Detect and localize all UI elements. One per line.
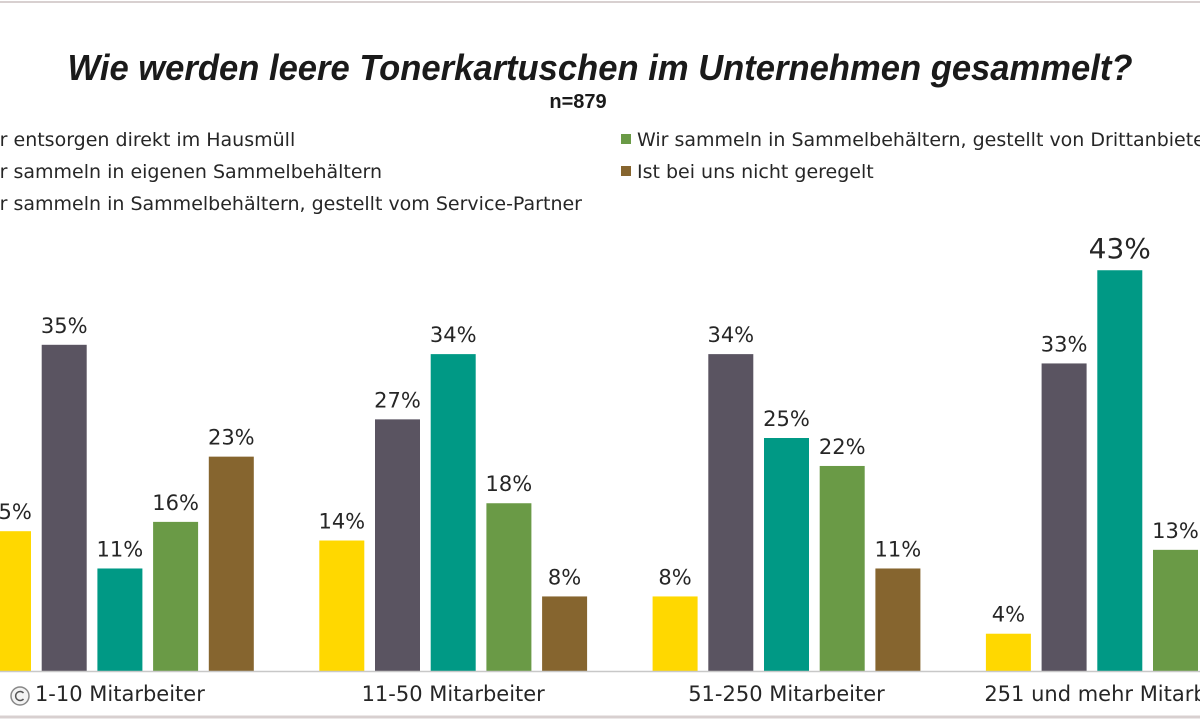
data-label: 33% (1041, 332, 1088, 356)
data-label: 8% (548, 565, 581, 589)
data-label: 34% (707, 323, 754, 347)
data-label: 25% (763, 407, 810, 431)
data-label: 22% (819, 435, 866, 459)
chart-subtitle: n=879 (549, 91, 606, 113)
legend-label: Wir entsorgen direkt im Hausmüll (0, 129, 295, 151)
data-label: 11% (97, 537, 144, 561)
data-label: 34% (430, 323, 477, 347)
bar (1153, 549, 1198, 671)
bar (1097, 270, 1143, 671)
data-label: 15% (0, 500, 32, 524)
legend-marker (621, 166, 631, 176)
x-axis-labels: 1-10 Mitarbeiter 11-50 Mitarbeiter 51-250 … (35, 682, 1200, 706)
bar (542, 596, 588, 671)
legend-label: Wir sammeln in Sammelbehältern, gestellt… (637, 129, 1200, 151)
data-label: 27% (374, 388, 421, 412)
data-label: 16% (152, 491, 199, 515)
legend-marker (621, 134, 631, 144)
x-tick-label: 51-250 Mitarbeiter (688, 682, 885, 706)
legend-label: Wir sammeln in eigenen Sammelbehältern (0, 161, 382, 183)
bar (1041, 363, 1087, 671)
bar (764, 438, 809, 671)
x-tick-label: 251 und mehr Mitarbeiter (984, 682, 1200, 706)
legend: Wir entsorgen direkt im Hausmüll Wir samm… (0, 129, 1200, 215)
data-label: 13% (1152, 519, 1199, 543)
bar (486, 503, 532, 671)
x-tick-label: 1-10 Mitarbeiter (35, 682, 205, 706)
data-label: 23% (208, 426, 255, 450)
bar (375, 419, 420, 671)
data-label: 18% (486, 472, 533, 496)
bars: 15% 35% 11% 16% 23% 14% 27% 34% 18% 8% 8% 34% 25% 22%… (0, 232, 1199, 671)
legend-label: Wir sammeln in Sammelbehältern, gestellt… (0, 193, 582, 215)
data-label: 14% (318, 510, 365, 534)
bar (97, 568, 143, 671)
bar (985, 633, 1031, 671)
bar (319, 540, 365, 671)
bar (708, 354, 754, 671)
bar (875, 568, 921, 671)
copyright-icon (10, 686, 30, 706)
bar (652, 596, 698, 671)
bar (208, 456, 254, 671)
data-label: 11% (875, 537, 922, 561)
data-label: 4% (992, 603, 1025, 627)
bar (0, 531, 31, 671)
bar (153, 521, 199, 671)
bar (430, 354, 476, 671)
x-tick-label: 11-50 Mitarbeiter (362, 682, 546, 706)
chart-title: Wie werden leere Tonerkartuschen im Unte… (68, 47, 1133, 88)
bar (819, 465, 865, 671)
bar (41, 344, 87, 671)
data-label: 35% (41, 314, 88, 338)
legend-label: Ist bei uns nicht geregelt (637, 161, 874, 183)
data-label: 43% (1089, 232, 1151, 265)
data-label: 8% (658, 565, 691, 589)
